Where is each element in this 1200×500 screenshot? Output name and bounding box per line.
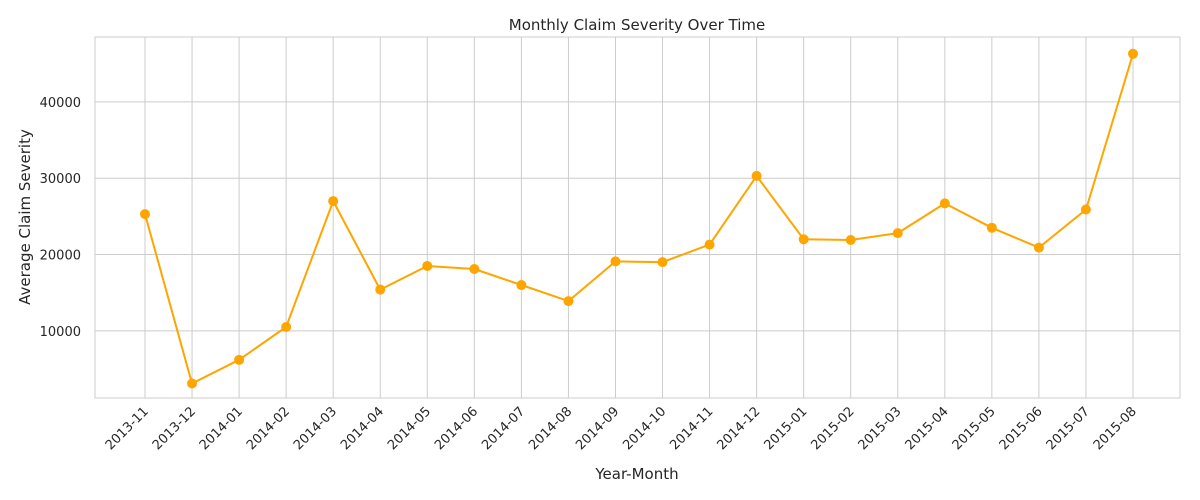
x-tick-label: 2014-07 (479, 404, 528, 453)
x-tick-label: 2015-01 (761, 404, 810, 453)
x-tick-label: 2014-06 (432, 404, 481, 453)
x-tick-label: 2013-12 (150, 404, 199, 453)
x-tick-label: 2014-10 (620, 404, 669, 453)
chart-title: Monthly Claim Severity Over Time (509, 16, 765, 34)
y-axis-label: Average Claim Severity (16, 129, 34, 305)
data-point (281, 322, 292, 333)
y-tick-label: 30000 (40, 172, 81, 187)
data-point (234, 354, 245, 365)
y-tick-label: 20000 (40, 249, 81, 264)
x-tick-label: 2014-03 (291, 404, 340, 453)
x-tick-label: 2014-01 (197, 404, 246, 453)
data-point (469, 264, 480, 275)
series-layer (140, 48, 1138, 389)
x-tick-label: 2014-09 (573, 404, 622, 453)
data-point (563, 296, 574, 307)
plot-area (94, 36, 1181, 399)
data-point (1080, 204, 1091, 215)
data-point (939, 198, 950, 209)
data-point (516, 280, 527, 291)
x-tick-labels: 2013-112013-122014-012014-022014-032014-… (103, 404, 1140, 453)
x-tick-label: 2015-05 (950, 404, 999, 453)
x-tick-label: 2015-07 (1044, 404, 1093, 453)
x-tick-label: 2015-06 (997, 404, 1046, 453)
data-point (375, 284, 386, 295)
data-point (845, 235, 856, 246)
data-point (140, 209, 150, 220)
x-tick-label: 2013-11 (103, 404, 152, 453)
x-tick-label: 2015-02 (809, 404, 858, 453)
y-tick-label: 10000 (40, 325, 81, 340)
data-point (704, 239, 715, 250)
y-tick-label: 40000 (40, 96, 81, 111)
data-point (610, 256, 621, 267)
x-axis-label: Year-Month (594, 465, 678, 483)
x-tick-label: 2014-04 (338, 404, 387, 453)
y-gridlines (95, 101, 1180, 332)
data-point (1033, 242, 1044, 253)
data-point (187, 378, 198, 389)
y-tick-labels: 10000 20000 30000 40000 (40, 96, 81, 340)
data-point (657, 257, 668, 268)
x-tick-label: 2014-11 (667, 404, 716, 453)
data-point (751, 170, 762, 181)
x-tick-label: 2014-12 (714, 404, 763, 453)
data-point (986, 222, 997, 233)
x-tick-label: 2015-03 (856, 404, 905, 453)
x-tick-label: 2014-05 (385, 404, 434, 453)
data-point (1128, 48, 1138, 59)
series-line (144, 53, 1134, 385)
data-point (798, 234, 809, 245)
data-point (892, 228, 903, 239)
x-tick-label: 2014-02 (244, 404, 293, 453)
x-tick-label: 2015-08 (1091, 404, 1140, 453)
data-point (328, 196, 339, 207)
x-tick-label: 2015-04 (903, 404, 952, 453)
data-point (422, 260, 433, 271)
x-gridlines (144, 37, 1134, 398)
x-tick-label: 2014-08 (526, 404, 575, 453)
